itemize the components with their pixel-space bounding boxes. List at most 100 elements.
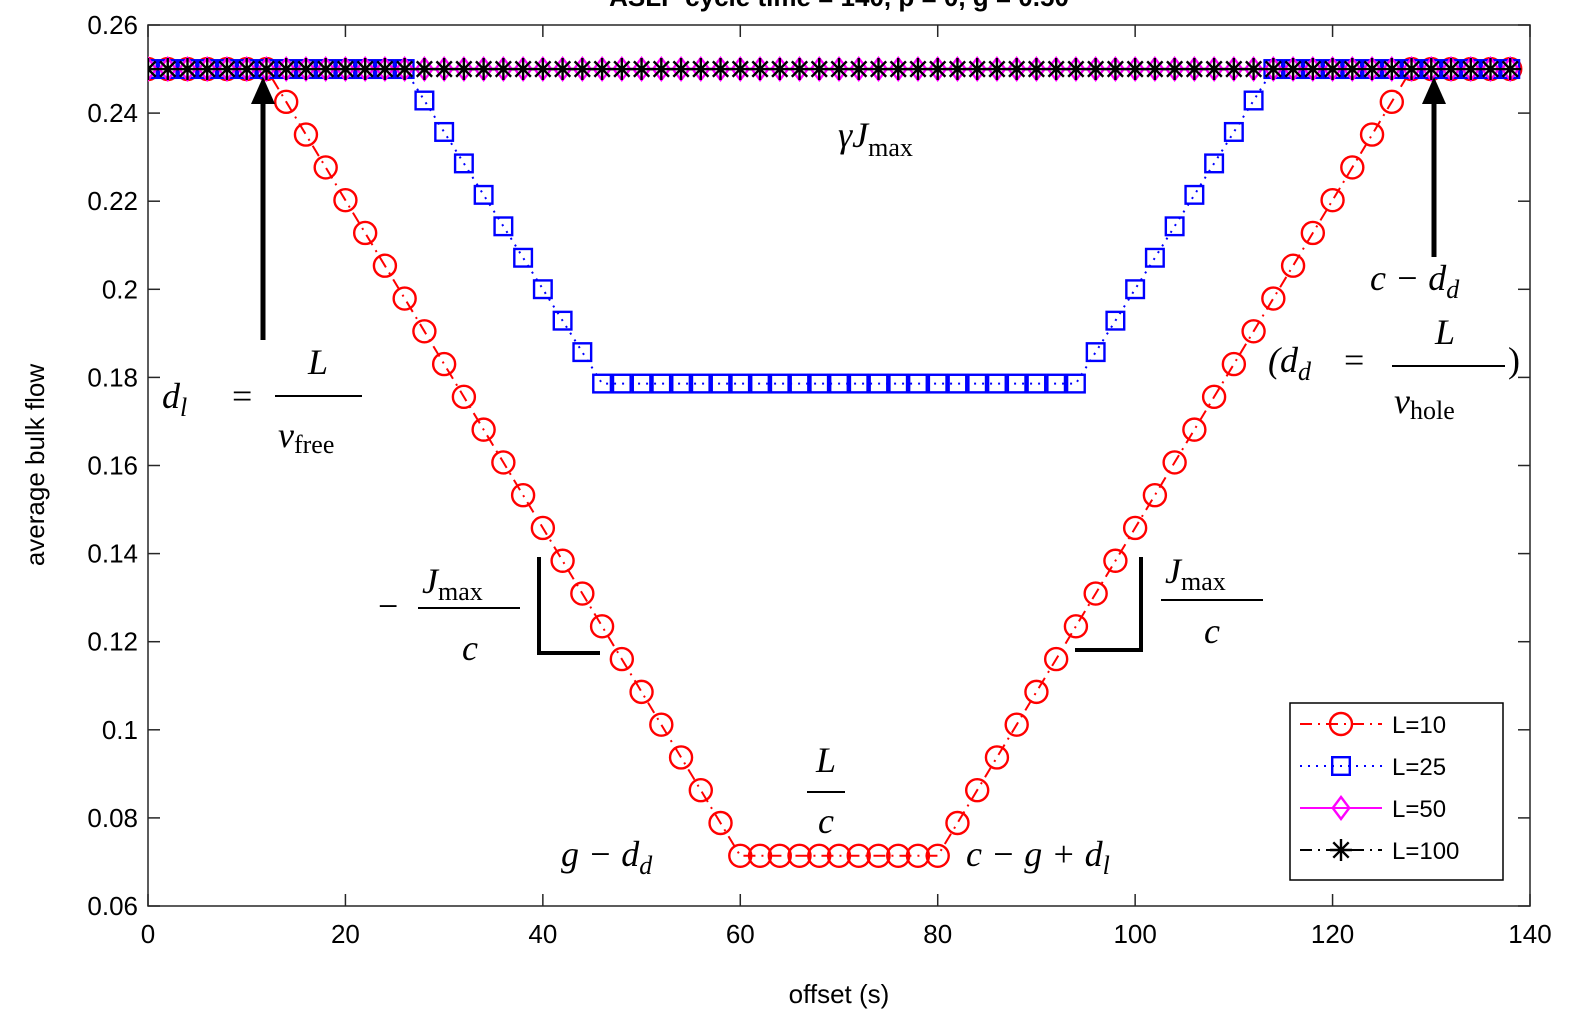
- data-point-circle: [352, 220, 378, 246]
- data-point-asterisk: [314, 58, 337, 81]
- y-tick-label: 0.06: [87, 891, 138, 921]
- data-point-square: [1164, 216, 1185, 237]
- data-point-square: [1204, 153, 1225, 174]
- data-point-square: [592, 373, 613, 394]
- data-point-circle: [412, 319, 437, 344]
- data-point-asterisk: [1341, 58, 1364, 81]
- data-point-asterisk: [255, 58, 278, 81]
- data-point-asterisk: [689, 58, 712, 81]
- data-point-asterisk: [650, 58, 673, 81]
- data-point-circle: [925, 843, 950, 868]
- data-point-square: [1046, 373, 1067, 394]
- data-point-circle: [274, 89, 299, 115]
- data-point-asterisk: [1203, 58, 1226, 81]
- series-layer: [148, 56, 1523, 868]
- data-point-circle: [570, 581, 595, 606]
- data-point-circle: [1201, 384, 1227, 410]
- data-point-square: [829, 373, 850, 394]
- svg-text:c: c: [462, 628, 478, 668]
- data-point-asterisk: [808, 58, 831, 81]
- pos-slope-bracket: [1075, 557, 1143, 652]
- svg-text:Jmax: Jmax: [1165, 551, 1226, 596]
- data-point-asterisk: [512, 58, 535, 81]
- data-point-square: [631, 373, 652, 394]
- data-point-circle: [451, 384, 477, 410]
- data-point-square: [848, 373, 869, 394]
- data-point-asterisk: [294, 58, 317, 81]
- y-tick-label: 0.1: [102, 715, 138, 745]
- data-point-asterisk: [1330, 839, 1352, 861]
- data-point-asterisk: [1321, 58, 1344, 81]
- data-point-square: [750, 373, 771, 394]
- y-tick-label: 0.12: [87, 627, 138, 657]
- y-tick-label: 0.26: [87, 10, 138, 40]
- chart-title: ASLP cycle time = 140, p = 0, g = 0.50: [609, 0, 1069, 12]
- data-point-circle: [984, 745, 1010, 770]
- svg-text:=: =: [1344, 340, 1364, 380]
- data-point-circle: [293, 122, 319, 147]
- data-point-square: [868, 373, 889, 394]
- neg-slope-formula: − Jmax c: [378, 561, 520, 668]
- data-point-square: [493, 216, 514, 237]
- data-point-circle: [589, 614, 615, 639]
- data-point-circle: [649, 712, 674, 737]
- series-l-10: [148, 56, 1523, 868]
- x-tick-label: 60: [726, 919, 755, 949]
- data-point-square: [769, 373, 790, 394]
- data-point-square: [690, 373, 711, 394]
- data-point-asterisk: [1282, 58, 1305, 81]
- neg-slope-bracket: [537, 557, 600, 655]
- data-point-square: [671, 373, 692, 394]
- data-point-asterisk: [1301, 58, 1324, 81]
- data-point-square: [572, 342, 593, 363]
- data-point-circle: [530, 515, 556, 541]
- data-point-circle: [629, 679, 654, 705]
- data-point-circle: [767, 843, 792, 868]
- data-point-circle: [688, 778, 713, 803]
- svg-text:vhole: vhole: [1394, 381, 1455, 425]
- data-point-asterisk: [334, 58, 357, 81]
- data-point-asterisk: [591, 58, 614, 81]
- data-point-asterisk: [670, 58, 693, 81]
- data-point-asterisk: [1064, 58, 1087, 81]
- svg-text:vfree: vfree: [278, 415, 334, 459]
- data-point-asterisk: [1222, 58, 1245, 81]
- data-point-circle: [1241, 319, 1266, 344]
- data-point-square: [453, 153, 474, 174]
- data-point-asterisk: [610, 58, 633, 81]
- pos-slope-formula: Jmax c: [1161, 551, 1263, 651]
- data-point-asterisk: [1499, 58, 1522, 81]
- data-point-asterisk: [1380, 58, 1403, 81]
- series-l-25: [148, 59, 1521, 394]
- data-point-asterisk: [1025, 58, 1048, 81]
- svg-text:c: c: [1204, 611, 1220, 651]
- legend: L=10 L=25 L=50 L=100: [1289, 702, 1504, 881]
- data-point-asterisk: [393, 58, 416, 81]
- x-tick-label: 20: [331, 919, 360, 949]
- x-axis-label: offset (s): [789, 979, 890, 1009]
- y-tick-label: 0.16: [87, 451, 138, 481]
- data-point-asterisk: [531, 58, 554, 81]
- gamma-jmax-annotation: γJmax: [838, 115, 913, 162]
- data-point-square: [967, 373, 988, 394]
- data-point-asterisk: [1459, 58, 1482, 81]
- x-tick-label: 40: [528, 919, 557, 949]
- data-point-square: [651, 373, 672, 394]
- data-point-diamond: [148, 56, 158, 83]
- data-point-square: [1243, 90, 1264, 111]
- svg-text:Jmax: Jmax: [422, 561, 483, 606]
- y-axis-label: average bulk flow: [20, 364, 50, 567]
- x-tick-label: 140: [1508, 919, 1551, 949]
- data-point-square: [986, 373, 1007, 394]
- data-point-circle: [550, 548, 575, 573]
- data-point-square: [1144, 247, 1165, 268]
- y-tick-label: 0.24: [87, 98, 138, 128]
- data-point-square: [710, 373, 731, 394]
- data-point-circle: [510, 482, 536, 508]
- data-point-asterisk: [235, 58, 258, 81]
- data-point-asterisk: [1361, 58, 1384, 81]
- data-point-circle: [886, 843, 911, 868]
- svg-text:−: −: [378, 586, 398, 626]
- data-point-asterisk: [630, 58, 653, 81]
- data-point-circle: [728, 843, 753, 868]
